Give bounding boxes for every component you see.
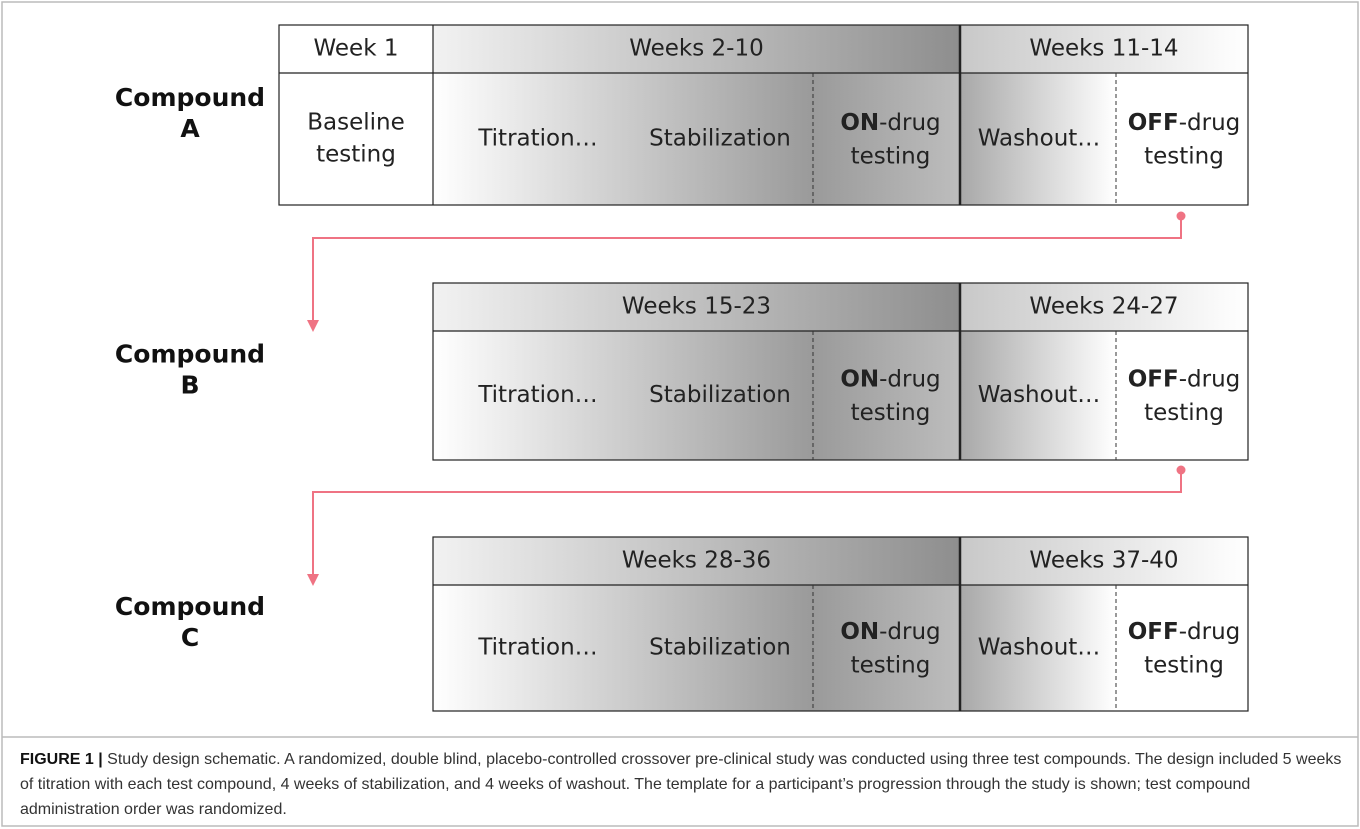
- cell-label: Titration…: [477, 382, 597, 408]
- cell-label: Stabilization: [649, 635, 791, 661]
- compound-label: B: [180, 371, 199, 400]
- cell-label: Titration…: [477, 635, 597, 661]
- cell-label-bold: ON: [840, 366, 879, 392]
- cell-label: testing: [1144, 144, 1224, 170]
- block-border: [432, 536, 1249, 712]
- cell-label-rest: -drug: [879, 619, 941, 645]
- cell-label: Washout…: [978, 382, 1101, 408]
- cell-label-rest: -drug: [1179, 110, 1241, 136]
- cell-label-rest: -drug: [1179, 366, 1241, 392]
- cell-label-bold: OFF: [1128, 366, 1179, 392]
- caption-text: Study design schematic. A randomized, do…: [20, 751, 1342, 818]
- arrow: [307, 211, 1186, 332]
- cell-label-rest: -drug: [1179, 619, 1241, 645]
- header-label: Weeks 2-10: [629, 36, 764, 62]
- cell-label: testing: [851, 653, 931, 679]
- cell-label-bold: OFF: [1128, 110, 1179, 136]
- cell-label: testing: [1144, 400, 1224, 426]
- header-label: Weeks 11-14: [1029, 36, 1178, 62]
- treatment-body: [433, 73, 960, 205]
- washout-body: [960, 585, 1248, 711]
- cell-label: OFF-drug: [1128, 110, 1241, 136]
- arrow: [307, 465, 1186, 586]
- washout-body: [960, 73, 1248, 205]
- treatment-header: [433, 537, 960, 585]
- caption: FIGURE 1 | Study design schematic. A ran…: [20, 747, 1342, 822]
- cell-label: Stabilization: [649, 126, 791, 152]
- washout-body: [960, 331, 1248, 460]
- cell-label: ON-drug: [840, 110, 940, 136]
- block-border: [278, 24, 1249, 206]
- cell-label: testing: [851, 144, 931, 170]
- caption-label: FIGURE 1 |: [20, 751, 103, 768]
- baseline-cell: [279, 25, 433, 205]
- header-label: Weeks 37-40: [1029, 548, 1178, 574]
- treatment-body: [433, 585, 960, 711]
- cell-label: testing: [1144, 653, 1224, 679]
- compound-block: Weeks 28-36 Weeks 37-40 Titration… Stabiliz…: [432, 536, 1249, 712]
- compound-label: A: [180, 114, 200, 143]
- compound-label: Compound: [115, 340, 265, 369]
- cell-label-bold: OFF: [1128, 619, 1179, 645]
- compound-label: Compound: [115, 83, 265, 112]
- header-label: Weeks 28-36: [622, 548, 771, 574]
- cell-label: ON-drug: [840, 366, 940, 392]
- compound-label: Compound: [115, 592, 265, 621]
- cell-label: OFF-drug: [1128, 366, 1241, 392]
- compound-block: Week 1 Baseline testing Weeks 2-10 Weeks 11-…: [278, 24, 1249, 206]
- cell-label: Washout…: [978, 635, 1101, 661]
- compound-block: Weeks 15-23 Weeks 24-27 Titration… Stabiliz…: [432, 282, 1249, 461]
- cell-label-bold: ON: [840, 619, 879, 645]
- washout-header: [960, 283, 1248, 331]
- washout-header: [960, 537, 1248, 585]
- cell-label: testing: [316, 142, 396, 168]
- washout-header: [960, 25, 1248, 73]
- block-border: [432, 282, 1249, 461]
- header-label: Weeks 24-27: [1029, 294, 1178, 320]
- cell-label-bold: ON: [840, 110, 879, 136]
- cell-label-rest: -drug: [879, 110, 941, 136]
- cell-label: Titration…: [477, 126, 597, 152]
- treatment-body: [433, 331, 960, 460]
- cell-label: Washout…: [978, 126, 1101, 152]
- cell-label: Stabilization: [649, 382, 791, 408]
- treatment-header: [433, 283, 960, 331]
- cell-label: Baseline: [307, 110, 405, 136]
- header-label: Weeks 15-23: [622, 294, 771, 320]
- cell-label: ON-drug: [840, 619, 940, 645]
- cell-label: OFF-drug: [1128, 619, 1241, 645]
- header-label: Week 1: [314, 36, 399, 62]
- cell-label-rest: -drug: [879, 366, 941, 392]
- treatment-header: [433, 25, 960, 73]
- compound-label: C: [181, 623, 199, 652]
- cell-label: testing: [851, 400, 931, 426]
